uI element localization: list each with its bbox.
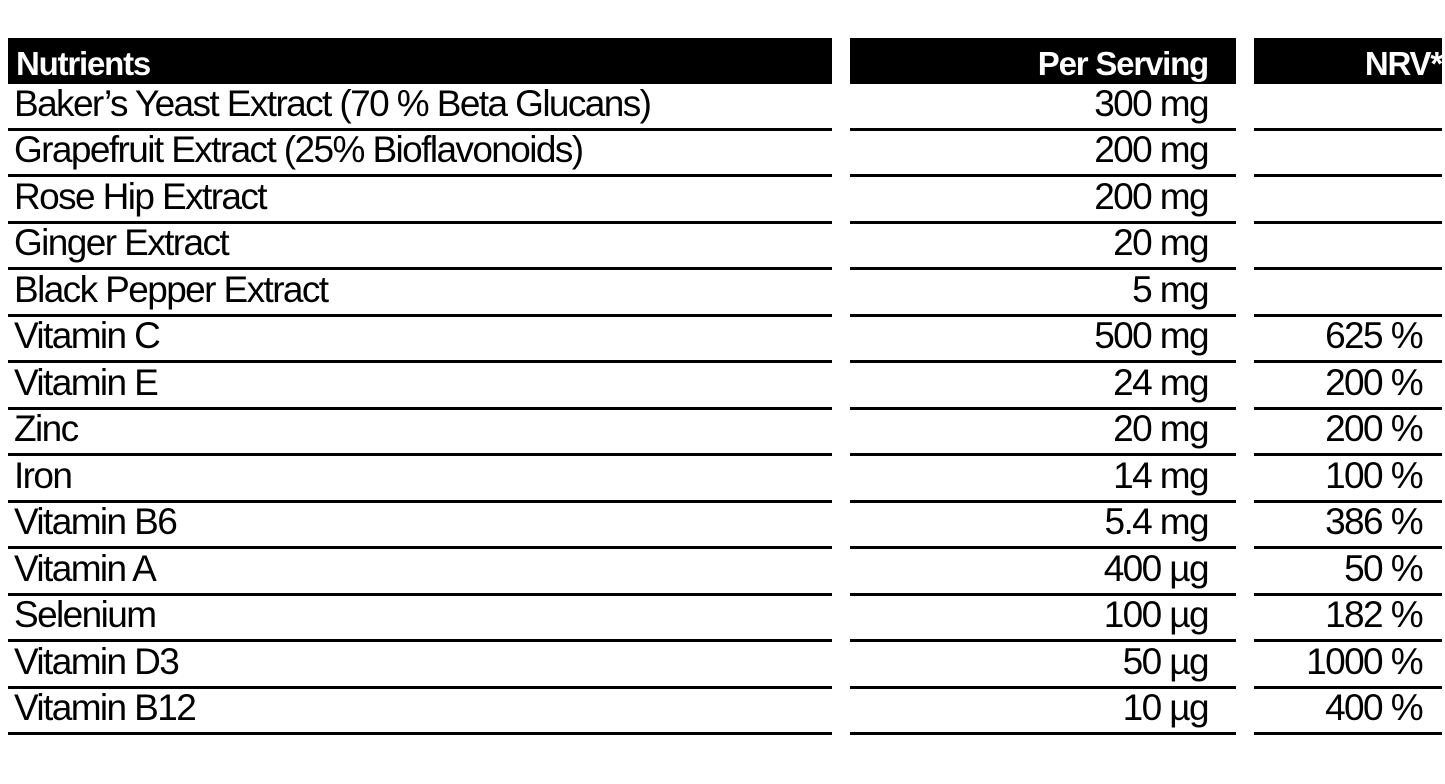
column-gap xyxy=(1236,131,1254,178)
table-row: Vitamin B6 5.4 mg 386 % xyxy=(8,503,1442,550)
nutrient-name: Zinc xyxy=(8,410,832,456)
column-gap xyxy=(1236,38,1254,84)
table-row: Vitamin B12 10 µg 400 % xyxy=(8,689,1442,736)
nutrient-name: Black Pepper Extract xyxy=(8,270,832,317)
table-row: Vitamin A 400 µg 50 % xyxy=(8,549,1442,596)
nutrient-name: Baker’s Yeast Extract (70 % Beta Glucans… xyxy=(8,84,832,131)
nrv-value: 100 % xyxy=(1254,456,1442,503)
table-row: Rose Hip Extract 200 mg xyxy=(8,177,1442,224)
per-serving-value: 10 µg xyxy=(850,689,1236,735)
header-per-serving: Per Serving xyxy=(850,38,1236,84)
nutrient-name: Selenium xyxy=(8,596,832,642)
nutrient-name: Rose Hip Extract xyxy=(8,177,832,224)
table-row: Ginger Extract 20 mg xyxy=(8,224,1442,271)
per-serving-value: 20 mg xyxy=(850,224,1236,270)
column-gap xyxy=(832,503,850,550)
nrv-value: 200 % xyxy=(1254,363,1442,410)
table-row: Vitamin E 24 mg 200 % xyxy=(8,363,1442,410)
column-gap xyxy=(832,642,850,689)
column-gap xyxy=(1236,642,1254,689)
column-gap xyxy=(1236,224,1254,271)
column-gap xyxy=(832,131,850,178)
nutrient-name: Vitamin E xyxy=(8,363,832,410)
column-gap xyxy=(1236,363,1254,410)
nrv-value: 386 % xyxy=(1254,503,1442,549)
nutrient-name: Iron xyxy=(8,456,832,503)
nrv-value: 400 % xyxy=(1254,689,1442,735)
per-serving-value: 50 µg xyxy=(850,642,1236,689)
column-gap xyxy=(1236,689,1254,736)
per-serving-value: 24 mg xyxy=(850,363,1236,410)
table-row: Selenium 100 µg 182 % xyxy=(8,596,1442,643)
column-gap xyxy=(832,270,850,317)
table-row: Baker’s Yeast Extract (70 % Beta Glucans… xyxy=(8,84,1442,131)
column-gap xyxy=(832,410,850,457)
column-gap xyxy=(832,38,850,84)
per-serving-value: 400 µg xyxy=(850,549,1236,596)
table-row: Zinc 20 mg 200 % xyxy=(8,410,1442,457)
column-gap xyxy=(1236,549,1254,596)
nrv-value xyxy=(1254,131,1442,177)
column-gap xyxy=(832,84,850,131)
nrv-value xyxy=(1254,84,1442,131)
column-gap xyxy=(1236,410,1254,457)
per-serving-value: 20 mg xyxy=(850,410,1236,456)
header-nutrients: Nutrients xyxy=(8,38,832,84)
nutrient-name: Ginger Extract xyxy=(8,224,832,270)
column-gap xyxy=(1236,84,1254,131)
nutrient-name: Vitamin B12 xyxy=(8,689,832,735)
nrv-value: 182 % xyxy=(1254,596,1442,642)
table-header-row: Nutrients Per Serving NRV* xyxy=(8,38,1442,84)
column-gap xyxy=(832,224,850,271)
per-serving-value: 14 mg xyxy=(850,456,1236,503)
per-serving-value: 300 mg xyxy=(850,84,1236,131)
column-gap xyxy=(832,363,850,410)
column-gap xyxy=(832,689,850,736)
nutrient-name: Vitamin C xyxy=(8,317,832,363)
nutrient-name: Vitamin B6 xyxy=(8,503,832,549)
nrv-value: 1000 % xyxy=(1254,642,1442,689)
per-serving-value: 5.4 mg xyxy=(850,503,1236,549)
column-gap xyxy=(1236,177,1254,224)
column-gap xyxy=(832,596,850,643)
column-gap xyxy=(1236,317,1254,364)
header-nrv: NRV* xyxy=(1254,38,1442,84)
nrv-value: 625 % xyxy=(1254,317,1442,363)
column-gap xyxy=(1236,596,1254,643)
table-row: Vitamin D3 50 µg 1000 % xyxy=(8,642,1442,689)
column-gap xyxy=(1236,503,1254,550)
column-gap xyxy=(832,456,850,503)
column-gap xyxy=(832,177,850,224)
nutrient-name: Grapefruit Extract (25% Bioflavonoids) xyxy=(8,131,832,177)
column-gap xyxy=(1236,456,1254,503)
nrv-value xyxy=(1254,177,1442,224)
column-gap xyxy=(832,549,850,596)
table-row: Iron 14 mg 100 % xyxy=(8,456,1442,503)
nrv-value xyxy=(1254,270,1442,317)
column-gap xyxy=(832,317,850,364)
per-serving-value: 200 mg xyxy=(850,177,1236,224)
nrv-value xyxy=(1254,224,1442,270)
table-row: Grapefruit Extract (25% Bioflavonoids) 2… xyxy=(8,131,1442,178)
nutrient-name: Vitamin D3 xyxy=(8,642,832,689)
table-row: Vitamin C 500 mg 625 % xyxy=(8,317,1442,364)
per-serving-value: 100 µg xyxy=(850,596,1236,642)
column-gap xyxy=(1236,270,1254,317)
per-serving-value: 500 mg xyxy=(850,317,1236,363)
nutrition-table: Nutrients Per Serving NRV* Baker’s Yeast… xyxy=(8,38,1442,735)
table-row: Black Pepper Extract 5 mg xyxy=(8,270,1442,317)
per-serving-value: 200 mg xyxy=(850,131,1236,177)
nutrient-name: Vitamin A xyxy=(8,549,832,596)
nrv-value: 200 % xyxy=(1254,410,1442,456)
per-serving-value: 5 mg xyxy=(850,270,1236,317)
nrv-value: 50 % xyxy=(1254,549,1442,596)
